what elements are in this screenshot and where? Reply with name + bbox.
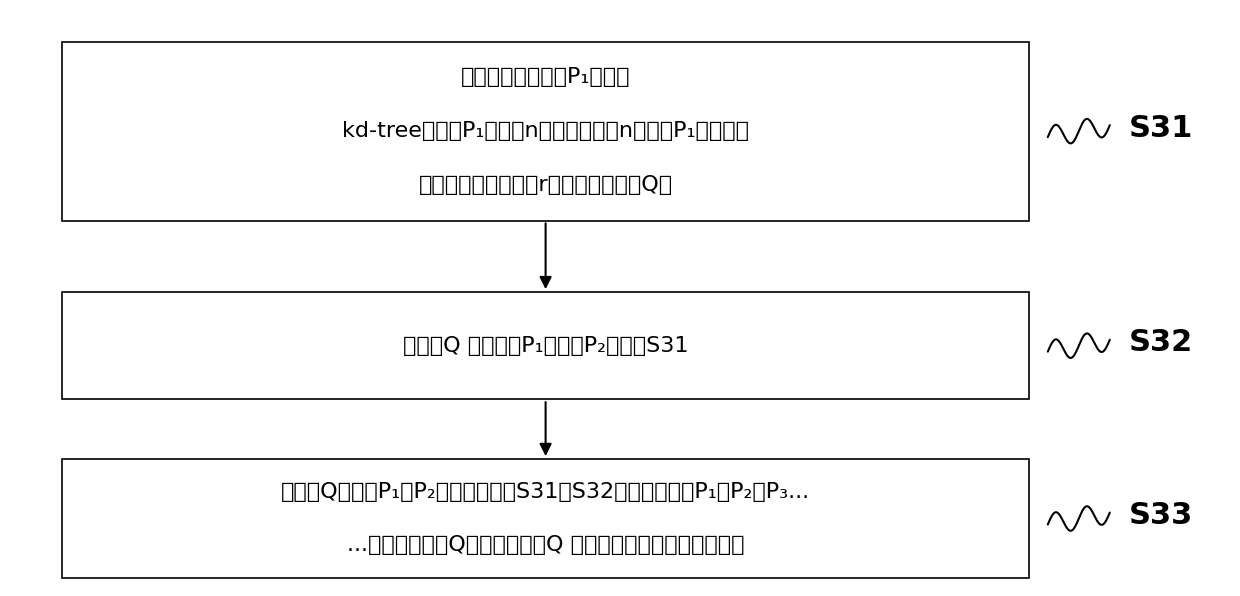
Text: 将所有距离小于阈值r的点都放在聚类Q里: 将所有距离小于阈值r的点都放在聚类Q里 — [419, 175, 672, 195]
Text: 在聚类Q找到非P₁、P₂的一点，重夏S31、S32步骤，将找到P₁、P₂、P₃...: 在聚类Q找到非P₁、P₂的一点，重夏S31、S32步骤，将找到P₁、P₂、P₃.… — [281, 482, 810, 502]
Text: ...全部放进聚类Q里，直到聚类Q 不再有新点加入，则聚类完成: ...全部放进聚类Q里，直到聚类Q 不再有新点加入，则聚类完成 — [347, 535, 744, 555]
Text: S32: S32 — [1128, 328, 1193, 357]
Bar — [62, 459, 1029, 578]
Text: kd-tree找到离P₁最近的n个点，判断这n个点到P₁的距离，: kd-tree找到离P₁最近的n个点，判断这n个点到P₁的距离， — [342, 121, 749, 141]
Text: S33: S33 — [1128, 501, 1193, 530]
Bar — [62, 292, 1029, 399]
Text: S31: S31 — [1128, 114, 1193, 142]
Text: 在聚类Q 里找到非P₁的一点P₂，重夏S31: 在聚类Q 里找到非P₁的一点P₂，重夏S31 — [403, 336, 688, 356]
Bar — [62, 42, 1029, 221]
Text: 选择空间中的某点P₁，利用: 选择空间中的某点P₁，利用 — [461, 67, 630, 88]
